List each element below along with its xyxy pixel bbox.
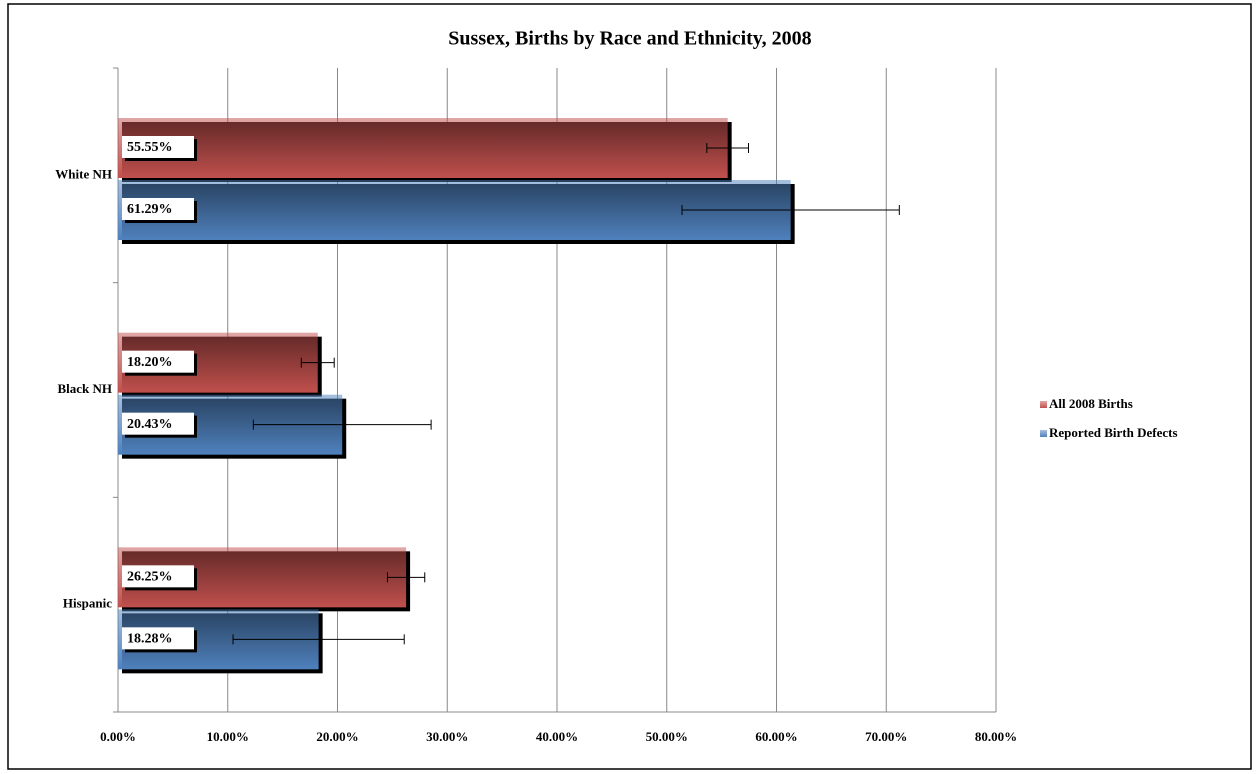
x-tick-label: 10.00% (207, 729, 249, 744)
data-label: 18.28% (127, 632, 173, 647)
error-bar (252, 419, 432, 430)
data-label: 55.55% (127, 140, 173, 155)
data-label: 20.43% (127, 417, 173, 432)
data-label: 18.20% (127, 355, 173, 370)
label-box (122, 198, 194, 220)
bar (118, 180, 791, 240)
legend-swatch (1040, 430, 1047, 437)
x-tick-label: 0.00% (100, 729, 136, 744)
label-box (122, 412, 194, 435)
legend-label: All 2008 Births (1049, 396, 1133, 411)
data-label: 26.25% (127, 570, 173, 585)
label-box (122, 627, 194, 650)
x-tick-label: 20.00% (316, 729, 358, 744)
label-box (122, 136, 194, 158)
label-box (122, 565, 194, 588)
y-tick-label: White NH (55, 166, 112, 181)
x-tick-label: 50.00% (646, 729, 688, 744)
x-tick-label: 40.00% (536, 729, 578, 744)
legend-swatch (1040, 401, 1047, 408)
data-label: 61.29% (127, 202, 173, 217)
error-bar (681, 205, 900, 215)
x-tick-label: 70.00% (865, 729, 907, 744)
y-tick-label: Hispanic (63, 596, 112, 611)
label-box (122, 350, 194, 373)
error-bar (300, 357, 335, 368)
bar (118, 118, 728, 178)
chart-title: Sussex, Births by Race and Ethnicity, 20… (448, 28, 811, 50)
error-bar (232, 634, 405, 645)
x-tick-label: 80.00% (975, 729, 1017, 744)
x-tick-label: 60.00% (755, 729, 797, 744)
y-tick-label: Black NH (57, 381, 112, 396)
error-bar (706, 143, 750, 153)
error-bar (386, 572, 426, 583)
legend-label: Reported Birth Defects (1049, 425, 1178, 440)
x-tick-label: 30.00% (426, 729, 468, 744)
